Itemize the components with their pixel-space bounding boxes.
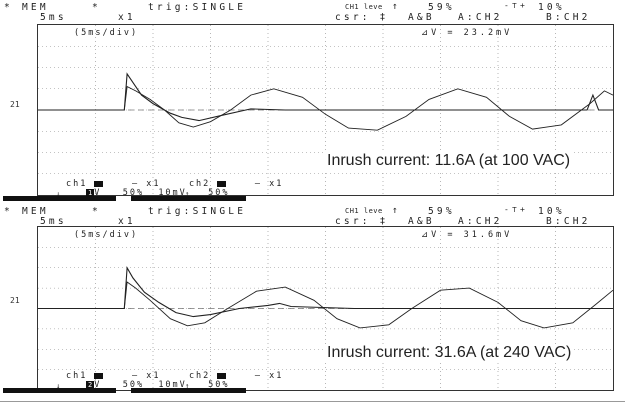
trace-inrush-current: [38, 265, 613, 318]
ch1-badge: 2: [86, 380, 95, 389]
ch1-color-swatch: [94, 372, 104, 379]
record-bar-left: [3, 388, 116, 393]
record-bar-right: [131, 388, 246, 393]
header-timebase: 5ms: [40, 12, 67, 23]
trace-ac-voltage: [38, 85, 613, 131]
header-trig: trig:SINGLE: [148, 2, 247, 13]
waveform-plot: [38, 25, 613, 195]
header-level-pct: 59%: [428, 206, 455, 217]
header-star-2: *: [92, 206, 101, 217]
ch2-pct: 50%: [208, 188, 230, 198]
delta-v-readout: ⊿V = 23.2mV: [421, 28, 513, 38]
record-bar-left: [3, 196, 116, 201]
trace-ac-voltage: [38, 281, 613, 329]
scope-panel-bottom: * MEM * trig:SINGLE CH1 leve ↑ 59% -⊤+ 1…: [0, 204, 625, 401]
ch2-scale: 10mV: [158, 380, 187, 390]
scope-panel-top: * MEM * trig:SINGLE CH1 leve ↑ 59% -⊤+ 1…: [0, 0, 625, 203]
ch1-badge: 1: [86, 188, 95, 197]
record-bar-right: [131, 196, 246, 201]
header-star: *: [4, 2, 13, 13]
ch2-color-swatch: [217, 372, 227, 379]
delta-v-readout: ⊿V = 31.6mV: [421, 230, 513, 240]
header-mem: MEM: [22, 206, 49, 217]
trigger-edge-icon: ↑: [392, 205, 401, 216]
header-trig: trig:SINGLE: [148, 206, 247, 217]
header-pretrig: 10%: [538, 206, 565, 217]
ch1-probe: — x1: [131, 179, 161, 189]
time-div-label: (5ms/div): [74, 28, 139, 38]
time-div-label: (5ms/div): [74, 230, 139, 240]
trigger-edge-icon: ↑: [392, 1, 401, 12]
header-a-channel: A:CH2: [458, 216, 503, 227]
header-csr: csr: ‡: [335, 12, 389, 23]
ch1-scale: 50%: [122, 380, 145, 390]
ch1-probe: — x1: [131, 371, 161, 381]
ch2-scale: 10mV: [158, 188, 187, 198]
header-level-pct: 59%: [428, 2, 455, 13]
up-arrow-icon: ↑: [185, 190, 190, 198]
ch1-coupling: V: [94, 188, 102, 198]
reference-marker: 21: [10, 296, 20, 305]
header-ab: A&B: [408, 12, 435, 23]
ch1-color-swatch: [94, 180, 104, 187]
header-star-2: *: [92, 2, 101, 13]
down-arrow-icon: ↓: [56, 382, 61, 390]
ch2-color-swatch: [217, 180, 227, 187]
header-b-channel: B:CH2: [546, 216, 591, 227]
waveform-plot: [38, 227, 613, 390]
down-arrow-icon: ↓: [56, 190, 61, 198]
header-magnify: x1: [118, 216, 136, 227]
bottom-rule: [0, 401, 625, 402]
pretrig-icon: -⊤+: [504, 205, 529, 214]
inrush-annotation: Inrush current: 11.6A (at 100 VAC): [325, 152, 573, 170]
header-star: *: [4, 206, 13, 217]
reference-marker: 21: [10, 100, 20, 109]
waveform-screen: (5ms/div) ⊿V = 31.6mV Inrush current: 31…: [37, 226, 614, 391]
ch1-scale: 50%: [122, 188, 145, 198]
up-arrow-icon: ↑: [185, 382, 190, 390]
header-b-channel: B:CH2: [546, 12, 591, 23]
channel-info: ch1 — x1 ch2 — x1: [66, 371, 283, 381]
header-mem: MEM: [22, 2, 49, 13]
header-timebase: 5ms: [40, 216, 67, 227]
header-ch1-level: CH1 leve: [345, 207, 383, 215]
header-ab: A&B: [408, 216, 435, 227]
header-ch1-level: CH1 leve: [345, 3, 383, 11]
ch1-coupling: V: [94, 380, 102, 390]
ch2-label: ch2: [188, 371, 211, 381]
waveform-screen: (5ms/div) ⊿V = 23.2mV Inrush current: 11…: [37, 24, 614, 198]
header-csr: csr: ‡: [335, 216, 389, 227]
ch2-pct: 50%: [208, 380, 230, 390]
ch1-label: ch1: [66, 179, 88, 189]
ch2-probe: — x1: [254, 371, 284, 381]
ch1-label: ch1: [66, 371, 88, 381]
ch2-label: ch2: [188, 179, 211, 189]
header-a-channel: A:CH2: [458, 12, 503, 23]
header-magnify: x1: [118, 12, 136, 23]
ch2-probe: — x1: [254, 179, 284, 189]
channel-info: ch1 — x1 ch2 — x1: [66, 179, 283, 189]
inrush-annotation: Inrush current: 31.6A (at 240 VAC): [325, 344, 574, 362]
header-pretrig: 10%: [538, 2, 565, 13]
pretrig-icon: -⊤+: [504, 1, 529, 10]
